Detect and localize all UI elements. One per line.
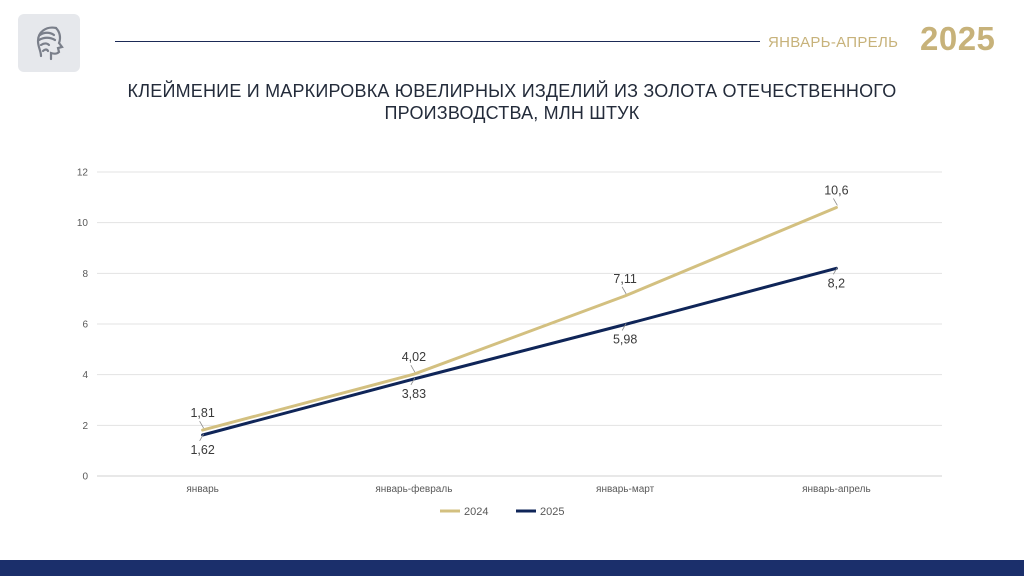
data-label-leader (621, 323, 627, 331)
legend-label: 2025 (540, 506, 564, 518)
data-label: 1,81 (190, 406, 214, 420)
data-label-leader (199, 420, 204, 429)
header-divider (115, 41, 760, 42)
data-label-leader (410, 364, 416, 373)
y-tick-label: 6 (82, 320, 88, 331)
legend-label: 2024 (464, 506, 488, 518)
data-label: 5,98 (613, 333, 637, 347)
y-tick-label: 12 (77, 168, 89, 179)
profile-head-icon (36, 26, 64, 61)
data-label-leader (199, 433, 204, 442)
year-label: 2025 (920, 20, 996, 57)
series-line-2024 (201, 206, 838, 432)
x-tick-label: январь-март (596, 484, 655, 495)
footer-bar (0, 560, 1024, 576)
data-label-leader (410, 377, 416, 386)
logo-icon (18, 14, 80, 72)
data-label-leader (621, 286, 627, 295)
data-label: 3,83 (402, 387, 426, 401)
x-tick-label: январь-апрель (802, 484, 871, 495)
data-label: 7,11 (613, 272, 636, 286)
y-tick-label: 2 (82, 421, 88, 432)
chart-title: КЛЕЙМЕНИЕ И МАРКИРОВКА ЮВЕЛИРНЫХ ИЗДЕЛИЙ… (127, 81, 897, 123)
series-line-2025 (201, 266, 838, 437)
y-tick-label: 8 (82, 269, 88, 280)
data-label: 1,62 (190, 443, 214, 457)
data-label: 4,02 (402, 350, 426, 364)
x-tick-label: январь-февраль (375, 483, 452, 495)
data-label: 10,6 (824, 183, 848, 197)
y-tick-label: 0 (82, 472, 88, 483)
data-label-leader (833, 198, 838, 206)
data-label: 8,2 (828, 276, 845, 290)
period-label: ЯНВАРЬ-АПРЕЛЬ (768, 34, 899, 51)
y-tick-label: 10 (77, 218, 89, 229)
x-tick-label: январь (186, 484, 218, 495)
data-label-leader (833, 267, 838, 275)
y-tick-label: 4 (82, 370, 88, 381)
